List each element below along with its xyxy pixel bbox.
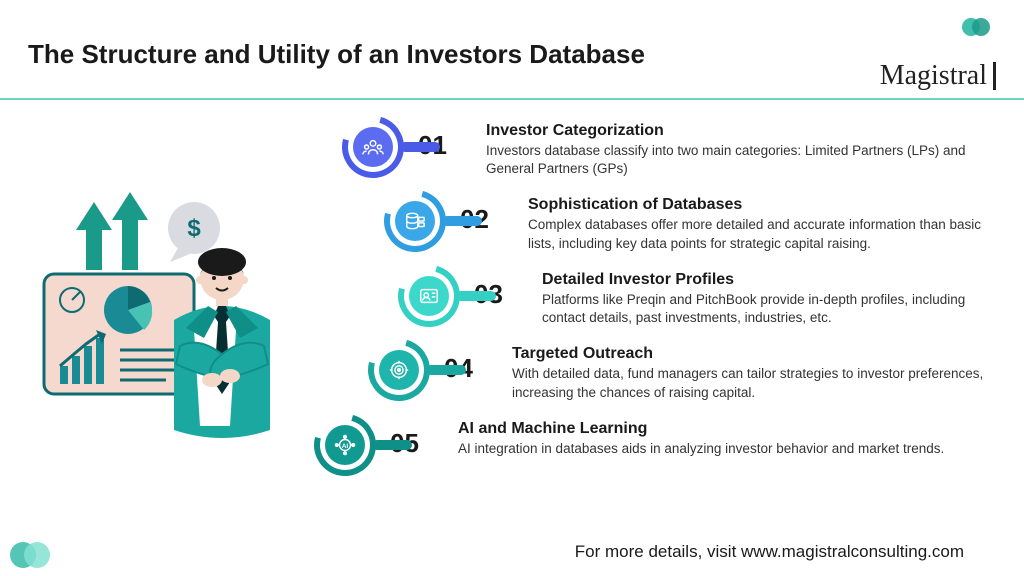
item-desc: Complex databases offer more detailed an… (528, 216, 1008, 252)
badge-05: AI (314, 414, 376, 476)
item-title: Investor Categorization (486, 122, 1006, 140)
item-02: 02 Sophistication of Databases Complex d… (384, 190, 1008, 252)
item-desc: AI integration in databases aids in anal… (458, 440, 944, 458)
badge-04 (368, 339, 430, 401)
brand-logo: Magistral (872, 18, 996, 90)
item-number: 05 (390, 414, 444, 459)
item-desc: With detailed data, fund managers can ta… (512, 365, 1008, 401)
badge-03 (398, 265, 460, 327)
item-title: Detailed Investor Profiles (542, 271, 1008, 289)
item-04: 04 Targeted Outreach With detailed data,… (368, 339, 1008, 401)
item-title: Sophistication of Databases (528, 196, 1008, 214)
brand-logo-text: Magistral (880, 62, 996, 90)
badge-01 (342, 116, 404, 178)
ai-icon: AI (334, 434, 356, 456)
badge-02 (384, 190, 446, 252)
item-03: 03 Detailed Investor Profiles Platforms … (398, 265, 1008, 327)
item-number: 02 (460, 190, 514, 235)
item-desc: Platforms like Preqin and PitchBook prov… (542, 291, 1008, 327)
item-desc: Investors database classify into two mai… (486, 142, 1006, 178)
item-title: AI and Machine Learning (458, 420, 944, 438)
brand-logo-mark (962, 18, 996, 38)
database-icon (404, 210, 426, 232)
item-01: 01 Investor Categorization Investors dat… (342, 116, 1008, 178)
item-05: AI 05 AI and Machine Learning AI integra… (314, 414, 1008, 476)
item-number: 04 (444, 339, 498, 384)
profile-icon (418, 285, 440, 307)
corner-decoration (10, 542, 56, 568)
hero-illustration: $ (16, 170, 306, 488)
footer-text: For more details, visit www.magistralcon… (575, 542, 964, 562)
item-number: 01 (418, 116, 472, 161)
target-icon (388, 359, 410, 381)
page-title: The Structure and Utility of an Investor… (28, 39, 645, 70)
svg-text:$: $ (187, 215, 201, 242)
item-number: 03 (474, 265, 528, 310)
people-icon (362, 136, 384, 158)
item-title: Targeted Outreach (512, 345, 1008, 363)
svg-text:AI: AI (342, 443, 349, 450)
items-list: 01 Investor Categorization Investors dat… (314, 112, 1008, 488)
